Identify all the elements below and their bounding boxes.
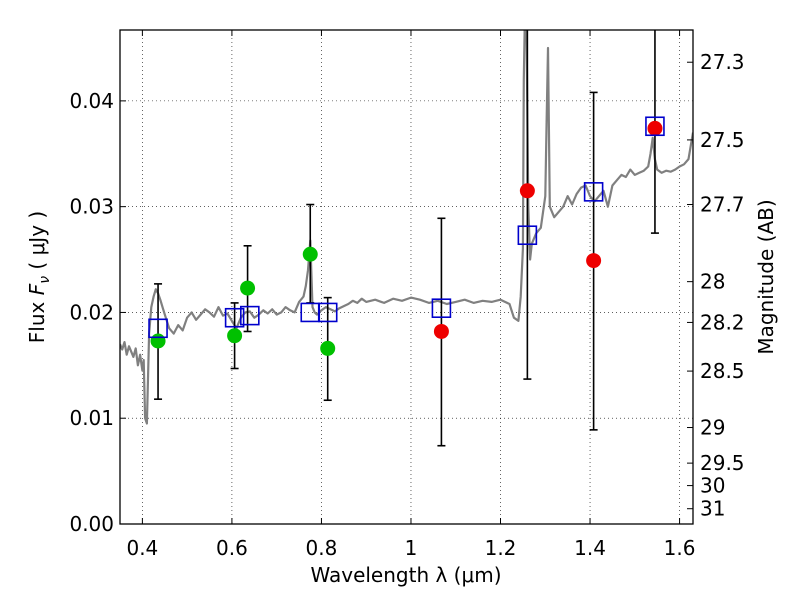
plot-area <box>120 30 693 447</box>
y2-tick-label: 28 <box>700 270 725 294</box>
y-tick-label: 0.04 <box>69 89 114 113</box>
x-tick-label: 1 <box>405 536 418 560</box>
y-tick-label: 0.00 <box>69 512 114 536</box>
y-tick-label: 0.01 <box>69 406 114 430</box>
y-axis-title-symbol: F <box>25 283 49 295</box>
model-photometry-square <box>431 298 452 319</box>
x-tick-label: 1.2 <box>485 536 517 560</box>
model-photometry-square <box>240 305 260 326</box>
y2-tick-label: 30 <box>700 474 725 498</box>
data-point-red <box>647 120 663 136</box>
data-point-green <box>150 333 166 349</box>
y2-tick-label: 29.5 <box>700 451 745 475</box>
y-axis-title-subscript: ν <box>37 276 53 284</box>
model-photometry-square <box>517 225 538 246</box>
data-point-red <box>519 183 535 199</box>
x-tick-label: 0.8 <box>306 536 338 560</box>
grid <box>120 30 693 525</box>
y-axis-title-suffix: ( μJy ) <box>25 211 49 276</box>
data-point-green <box>320 340 336 356</box>
y2-tick-label: 29 <box>700 416 725 440</box>
y2-tick-label: 27.7 <box>700 193 745 217</box>
y-axis-title-prefix: Flux <box>25 295 49 343</box>
y-tick-label: 0.02 <box>69 300 114 324</box>
data-point-green <box>302 246 318 262</box>
data-point-green <box>240 280 256 296</box>
x-tick-label: 1.4 <box>574 536 606 560</box>
y2-tick-label: 28.2 <box>700 310 745 334</box>
data-point-green <box>227 328 243 344</box>
plot-frame <box>119 29 694 525</box>
y2-axis-title: Magnitude (AB) <box>754 199 778 354</box>
x-tick-label: 0.4 <box>126 536 158 560</box>
y2-tick-label: 27.5 <box>700 128 745 152</box>
model-spectrum-line <box>120 30 693 425</box>
x-tick-label: 0.6 <box>216 536 248 560</box>
y2-tick-label: 31 <box>700 497 725 521</box>
y2-tick-label: 28.5 <box>700 359 745 383</box>
data-point-red <box>586 253 602 269</box>
y-axis-title: Flux Fν ( μJy ) <box>25 211 53 343</box>
x-tick-label: 1.6 <box>664 536 696 560</box>
data-point-red <box>433 323 449 339</box>
model-photometry-square <box>583 182 604 202</box>
model-photometry-square <box>224 307 245 328</box>
y-tick-label: 0.03 <box>69 195 114 219</box>
x-axis-title: Wavelength λ (μm) <box>310 563 501 587</box>
y2-tick-label: 27.3 <box>700 50 745 74</box>
model-photometry-square <box>148 318 168 339</box>
axis-ticks: 0.4 0.6 0.8 1 1.2 1.4 1.6 0.00 0.01 0.02 0.03 0.04 2… <box>69 30 745 560</box>
model-photometry-square <box>645 116 665 137</box>
model-photometry-square <box>317 302 338 323</box>
